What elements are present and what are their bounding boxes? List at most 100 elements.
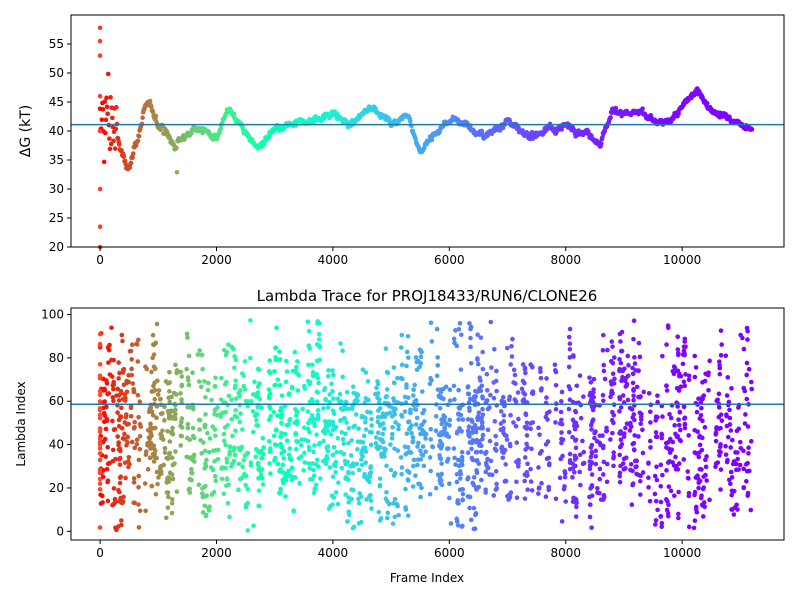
lambda-point	[281, 448, 287, 454]
lambda-point	[618, 405, 624, 410]
lambda-point	[485, 427, 491, 433]
lambda-point	[169, 430, 174, 436]
lambda-point	[281, 456, 287, 461]
lambda-point	[699, 447, 705, 453]
lambda-point	[345, 519, 350, 524]
lambda-point	[658, 514, 663, 519]
lambda-point	[367, 429, 373, 435]
lambda-point	[266, 417, 272, 423]
lambda-point	[724, 412, 729, 417]
lambda-point	[103, 426, 109, 432]
lambda-point	[573, 445, 579, 451]
lambda-point	[398, 345, 404, 350]
lambda-point	[693, 365, 699, 370]
lambda-point	[267, 448, 273, 454]
lambda-point	[470, 457, 476, 463]
lambda-point	[143, 452, 149, 457]
lambda-point	[466, 424, 472, 429]
lambda-point	[134, 341, 140, 346]
lambda-point	[179, 374, 184, 379]
lambda-point	[233, 378, 239, 383]
lambda-point	[678, 384, 684, 390]
lambda-point	[622, 431, 627, 436]
lambda-point	[169, 472, 175, 477]
lambda-point	[681, 348, 687, 354]
lambda-point	[473, 511, 479, 516]
lambda-point	[137, 446, 143, 452]
dg-point	[127, 165, 133, 170]
lambda-point	[740, 335, 745, 341]
lambda-point	[256, 476, 261, 481]
lambda-point	[128, 413, 134, 419]
lambda-point	[97, 467, 103, 473]
lambda-point	[515, 390, 521, 395]
y-tick-label: 55	[49, 37, 64, 51]
lambda-point	[480, 432, 486, 438]
dg-points	[97, 25, 755, 250]
lambda-point	[620, 374, 625, 380]
lambda-point	[160, 437, 166, 442]
lambda-point	[196, 482, 202, 488]
lambda-point	[395, 375, 400, 381]
lambda-point	[460, 486, 466, 492]
lambda-point	[559, 417, 564, 423]
lambda-point	[726, 399, 732, 405]
lambda-point	[742, 388, 748, 394]
lambda-point	[185, 375, 191, 380]
lambda-point	[386, 501, 392, 507]
lambda-point	[124, 389, 130, 395]
lambda-point	[507, 394, 513, 400]
lambda-point	[646, 475, 651, 481]
dg-point	[121, 154, 127, 160]
lambda-point	[390, 521, 396, 526]
lambda-point	[441, 418, 447, 424]
lambda-point	[154, 378, 160, 384]
lambda-point	[226, 482, 231, 488]
lambda-point	[154, 469, 160, 475]
lambda-point	[162, 404, 167, 410]
lambda-point	[323, 396, 328, 402]
lambda-point	[353, 391, 359, 397]
lambda-point	[107, 342, 112, 348]
lambda-point	[254, 411, 259, 417]
lambda-point	[243, 505, 249, 510]
lambda-point	[493, 448, 499, 453]
lambda-point	[478, 335, 484, 340]
lambda-point	[191, 454, 196, 460]
lambda-point	[524, 441, 529, 447]
lambda-point	[611, 420, 616, 426]
lambda-point	[525, 487, 530, 493]
lambda-point	[572, 470, 577, 475]
lambda-point	[253, 454, 259, 460]
dg-point	[749, 127, 755, 132]
lambda-point	[601, 494, 607, 500]
lambda-point	[166, 479, 172, 484]
lambda-point	[256, 488, 262, 493]
lambda-point	[212, 459, 217, 464]
lambda-point	[387, 404, 392, 409]
lambda-point	[137, 508, 143, 514]
lambda-point	[224, 476, 230, 481]
lambda-point	[278, 405, 284, 411]
lambda-point	[272, 368, 277, 374]
lambda-point	[405, 513, 411, 518]
lambda-point	[267, 403, 272, 409]
lambda-point	[286, 422, 291, 427]
lambda-point	[727, 415, 733, 421]
lambda-point	[456, 387, 461, 393]
lambda-point	[692, 518, 698, 523]
lambda-point	[338, 418, 344, 423]
lambda-point	[680, 361, 686, 367]
lambda-point	[232, 413, 238, 419]
lambda-point	[312, 486, 318, 492]
lambda-point	[466, 391, 472, 397]
lambda-point	[179, 397, 184, 402]
lambda-point	[619, 441, 625, 447]
lambda-point	[593, 429, 598, 434]
lambda-point	[428, 468, 433, 474]
lambda-point	[267, 358, 273, 363]
lambda-point	[346, 441, 351, 446]
lambda-point	[327, 465, 333, 470]
lambda-point	[310, 420, 316, 425]
lambda-point	[730, 437, 735, 443]
